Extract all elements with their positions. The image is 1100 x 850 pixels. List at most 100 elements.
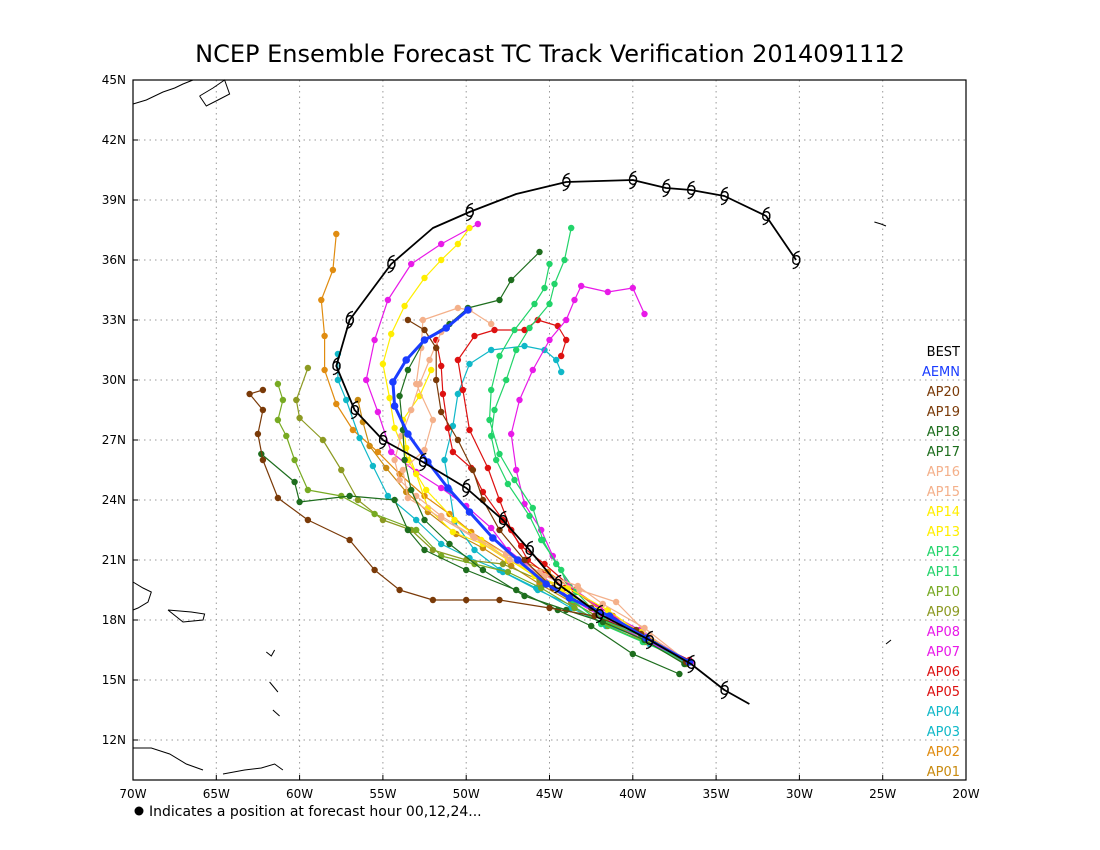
legend-item-ap17: AP17: [927, 445, 960, 460]
track-point-ap09: [304, 364, 312, 372]
track-point-ap10: [283, 432, 290, 440]
x-tick-label: 20W: [952, 787, 979, 801]
track-point-ap17: [404, 526, 412, 534]
track-point-ap02: [321, 332, 328, 340]
track-point-ap05: [496, 496, 503, 504]
x-tick-label: 25W: [869, 787, 896, 801]
track-point-ap12: [504, 480, 512, 488]
track-point-ap18: [479, 566, 487, 574]
x-tick-label: 40W: [619, 787, 646, 801]
y-tick-label: 15N: [102, 673, 126, 687]
track-point-ap16: [399, 466, 407, 474]
x-tick-label: 65W: [203, 787, 230, 801]
coastline: [167, 609, 206, 623]
track-point-ap20: [259, 406, 267, 414]
track-ap08: [508, 282, 693, 666]
track-point-aemn: [390, 402, 399, 410]
track-line-ap15: [394, 331, 689, 663]
forecast-tracks: [246, 220, 695, 678]
track-point-ap12: [546, 300, 553, 308]
y-axis-ticks: 12N 15N 18N 21N 24N 27N 30N 33N 36N 39N 42N 45N: [102, 73, 138, 747]
y-tick-label: 12N: [102, 733, 126, 747]
track-point-ap20: [546, 604, 553, 612]
track-point-ap09: [338, 466, 345, 474]
track-point-ap20: [346, 536, 353, 544]
track-point-ap19: [433, 376, 440, 384]
track-point-ap17: [588, 622, 595, 630]
track-point-ap07: [388, 448, 395, 456]
legend-item-ap18: AP18: [927, 425, 960, 440]
track-point-ap05: [466, 426, 473, 434]
track-point-aemn: [420, 336, 429, 344]
track-point-aemn: [402, 356, 411, 364]
track-point-ap12: [493, 456, 500, 464]
coastline: [874, 221, 887, 227]
legend-item-ap04: AP04: [927, 705, 960, 720]
best-track-line: [335, 179, 797, 705]
hurricane-symbol: [350, 400, 359, 420]
track-point-ap06: [438, 362, 445, 370]
track-line-ap13: [382, 227, 690, 663]
track-point-ap01: [508, 562, 515, 570]
track-point-ap06: [449, 448, 457, 456]
legend-item-ap09: AP09: [927, 605, 960, 620]
chart-title: NCEP Ensemble Forecast TC Track Verifica…: [195, 40, 905, 68]
track-point-ap15: [391, 456, 398, 464]
track-point-ap12: [503, 376, 510, 384]
legend-item-aemn: AEMN: [922, 365, 960, 380]
legend-item-ap06: AP06: [927, 665, 960, 680]
hurricane-symbol: [387, 254, 396, 274]
grid-lines: [133, 80, 966, 780]
track-point-ap12: [538, 536, 545, 544]
track-point-ap09: [319, 436, 327, 444]
track-point-ap17: [346, 492, 353, 500]
track-point-ap11: [531, 300, 538, 308]
track-point-ap04: [441, 456, 448, 464]
track-point-ap19: [404, 316, 412, 324]
track-line-ap02: [320, 233, 690, 663]
track-point-aemn: [542, 580, 550, 588]
track-point-ap11: [496, 352, 503, 360]
hurricane-symbol: [525, 540, 534, 560]
legend-item-ap15: AP15: [927, 485, 960, 500]
hurricane-symbol: [595, 604, 604, 624]
track-point-ap08: [563, 316, 570, 324]
legend-item-ap16: AP16: [927, 465, 960, 480]
track-ap17: [258, 450, 683, 678]
track-point-aemn: [514, 556, 522, 564]
track-point-ap13: [386, 394, 393, 402]
y-tick-label: 18N: [102, 613, 126, 627]
track-point-ap07: [438, 484, 445, 492]
track-point-ap01: [383, 464, 390, 472]
track-point-aemn: [389, 378, 397, 386]
coastline: [265, 649, 276, 657]
y-tick-label: 42N: [102, 133, 126, 147]
track-point-ap10: [504, 568, 512, 576]
hurricane-symbol: [562, 172, 571, 192]
track-point-ap18: [408, 486, 415, 494]
track-point-ap11: [529, 504, 536, 512]
track-point-ap20: [496, 596, 503, 604]
track-point-ap05: [471, 332, 478, 340]
track-point-ap02: [329, 266, 337, 274]
track-point-ap05: [521, 326, 528, 334]
track-line-ap11: [488, 263, 689, 663]
track-point-ap18: [446, 540, 453, 548]
track-point-aemn: [404, 430, 412, 438]
track-point-ap19: [454, 436, 462, 444]
y-tick-label: 21N: [102, 553, 126, 567]
track-point-aemn: [442, 324, 451, 332]
legend-item-ap02: AP02: [927, 745, 960, 760]
legend-item-ap11: AP11: [927, 565, 960, 580]
track-point-ap02: [333, 230, 340, 238]
track-point-ap16: [413, 380, 420, 388]
hurricane-symbol: [762, 206, 771, 226]
track-point-ap05: [534, 316, 541, 324]
track-point-ap13: [466, 224, 473, 232]
track-ap05: [454, 316, 691, 666]
coastline: [132, 79, 194, 105]
hurricane-symbol: [687, 654, 696, 674]
x-tick-label: 70W: [119, 787, 146, 801]
track-point-ap08: [508, 430, 515, 438]
footnote-marker: [134, 806, 144, 816]
